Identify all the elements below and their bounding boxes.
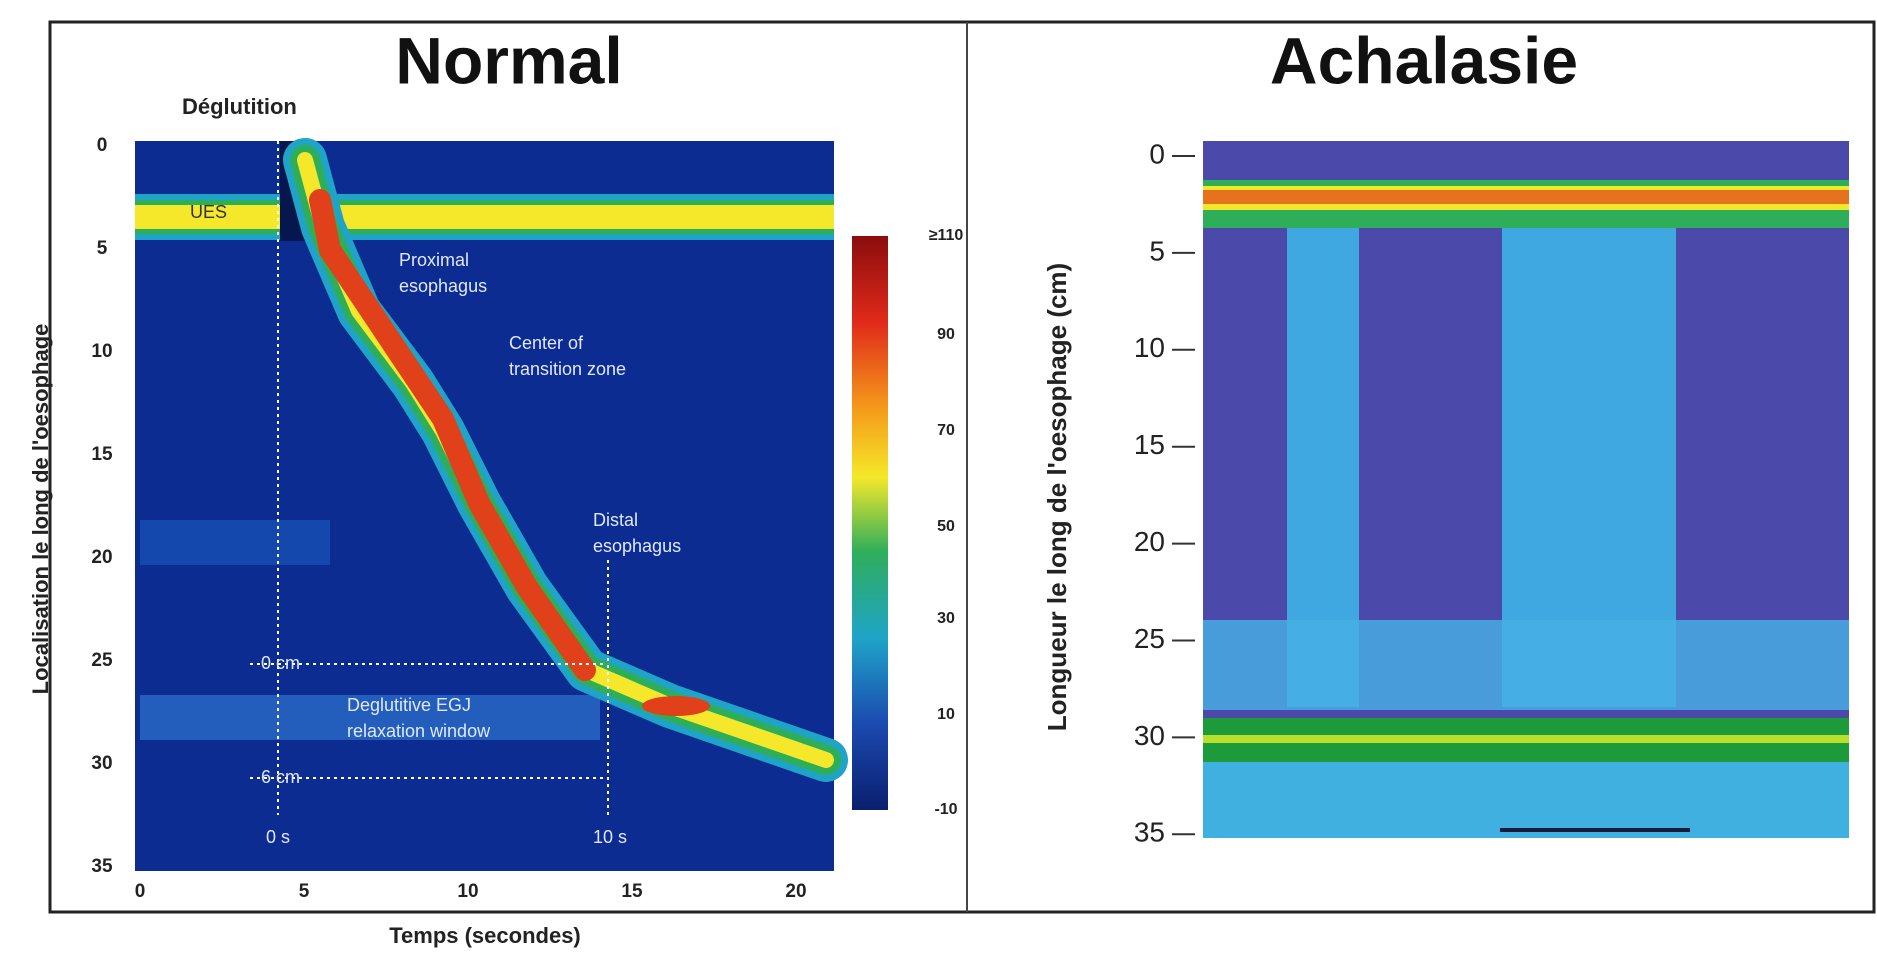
x-tick-label: 0	[135, 881, 146, 902]
y-tick-label: 35	[1134, 817, 1165, 848]
y-tick-label: 20	[1134, 526, 1165, 557]
x-tick-label: 5	[299, 881, 310, 902]
x-axis-label: Temps (secondes)	[389, 923, 581, 948]
y-tick-label: 20	[91, 547, 112, 568]
right-heatmap	[1203, 141, 1849, 838]
colorbar-label: 10	[937, 706, 955, 723]
panel-title: Normal	[395, 23, 622, 97]
y-tick-label: 25	[91, 650, 113, 671]
y-tick-label: 15	[91, 444, 113, 465]
subtitle: Déglutition	[182, 94, 297, 119]
y-tick-label: 10	[91, 341, 112, 362]
colorbar-label: 30	[937, 610, 955, 627]
annotation: 0 cm	[261, 653, 300, 673]
annotation: Distal	[593, 510, 638, 530]
colorbar-label: 70	[937, 422, 955, 439]
frame	[48, 20, 1876, 914]
y-tick-label: 5	[97, 238, 108, 259]
y-tick-label: 30	[1134, 720, 1165, 751]
colorbar-label: ≥110	[929, 227, 964, 244]
y-tick-label: 10	[1134, 332, 1165, 363]
annotation: 0 s	[266, 827, 290, 847]
annotation: esophagus	[593, 536, 681, 556]
y-tick-label: 25	[1134, 623, 1165, 654]
left-heatmap	[135, 138, 848, 871]
y-tick-label: 0	[1149, 138, 1165, 169]
y-tick-label: 15	[1134, 429, 1165, 460]
y-tick-label: 5	[1149, 235, 1165, 266]
x-tick-label: 20	[785, 881, 806, 902]
annotation: relaxation window	[347, 721, 491, 741]
colorbar	[852, 236, 888, 810]
y-axis-label: Localisation le long de l'oesophage	[28, 324, 53, 695]
annotation: 10 s	[593, 827, 627, 847]
annotation: transition zone	[509, 359, 626, 379]
annotation: Deglutitive EGJ	[347, 695, 471, 715]
annotation: Proximal	[399, 250, 469, 270]
x-tick-label: 10	[457, 881, 478, 902]
annotation: 6 cm	[261, 767, 300, 787]
annotation: esophagus	[399, 276, 487, 296]
panel-title: Achalasie	[1270, 23, 1578, 97]
colorbar-label: 50	[937, 518, 955, 535]
y-tick-label: 30	[91, 753, 112, 774]
y-tick-label: 35	[91, 856, 113, 877]
x-tick-label: 15	[621, 881, 643, 902]
y-axis-label: Longueur le long de l'oesophage (cm)	[1042, 263, 1072, 731]
y-tick-label: 0	[97, 135, 108, 156]
colorbar-label: 90	[937, 326, 955, 343]
colorbar-label: -10	[934, 801, 957, 818]
annotation: Center of	[509, 333, 584, 353]
annotation: UES	[190, 202, 227, 222]
